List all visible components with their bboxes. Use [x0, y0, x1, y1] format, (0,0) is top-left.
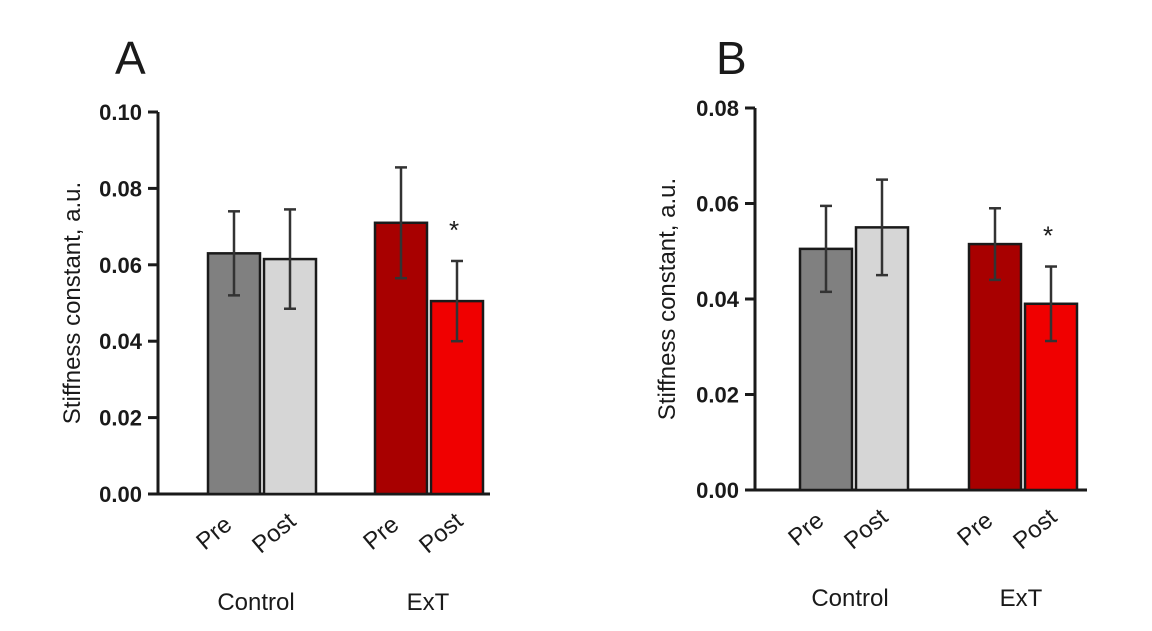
category-labels: Pre Post Pre Post [783, 503, 1062, 555]
group-label: ExT [1000, 585, 1043, 612]
error-bar [1045, 265, 1057, 343]
group-label: ExT [407, 589, 450, 616]
error-bar [989, 207, 1001, 282]
category-label: Pre [358, 511, 404, 556]
panel-label: B [716, 32, 747, 84]
group-labels: Control ExT [811, 585, 1042, 612]
error-bar [451, 259, 463, 343]
significance-marker: * [1043, 221, 1053, 251]
y-tick-label: 0.06 [99, 253, 142, 278]
y-tick-label: 0.00 [696, 478, 739, 503]
category-label: Pre [191, 511, 237, 556]
category-label: Post [414, 507, 468, 559]
y-tick-label: 0.04 [99, 329, 143, 354]
y-tick-label: 0.10 [99, 100, 142, 125]
error-bar [284, 208, 296, 310]
y-tick-label: 0.02 [99, 406, 142, 431]
category-label: Post [1008, 503, 1062, 555]
y-tick-label: 0.08 [99, 176, 142, 201]
y-tick-label: 0.08 [696, 96, 739, 121]
error-bar [395, 166, 407, 280]
category-label: Pre [952, 507, 998, 552]
panel-label: A [115, 32, 146, 84]
error-bar [876, 178, 888, 277]
y-axis-ticks: 0.00 0.02 0.04 0.06 0.08 0.10 [99, 100, 490, 507]
group-label: Control [217, 589, 294, 616]
group-labels: Control ExT [217, 589, 449, 616]
error-bar [820, 204, 832, 294]
category-label: Pre [783, 507, 829, 552]
y-tick-label: 0.04 [696, 287, 740, 312]
chart-panel-a: A Stiffness constant, a.u. 0.000.020.040… [59, 32, 490, 616]
y-axis-title: Stiffness constant, a.u. [59, 182, 86, 424]
y-tick-label: 0.02 [696, 383, 739, 408]
category-label: Post [839, 503, 893, 555]
y-axis-title: Stiffness constant, a.u. [654, 178, 681, 420]
y-tick-label: 0.00 [99, 482, 142, 507]
significance-marker: * [449, 215, 459, 245]
bars: * [206, 166, 485, 496]
y-tick-label: 0.06 [696, 192, 739, 217]
category-label: Post [247, 507, 301, 559]
error-bar [228, 210, 240, 297]
bar [967, 242, 1023, 492]
chart-panel-b: B Stiffness constant, a.u. 0.00 0.02 0.04 0… [654, 32, 1087, 612]
category-labels: Pre Post Pre Post [191, 507, 468, 559]
bars: * [798, 178, 1079, 492]
group-label: Control [811, 585, 888, 612]
